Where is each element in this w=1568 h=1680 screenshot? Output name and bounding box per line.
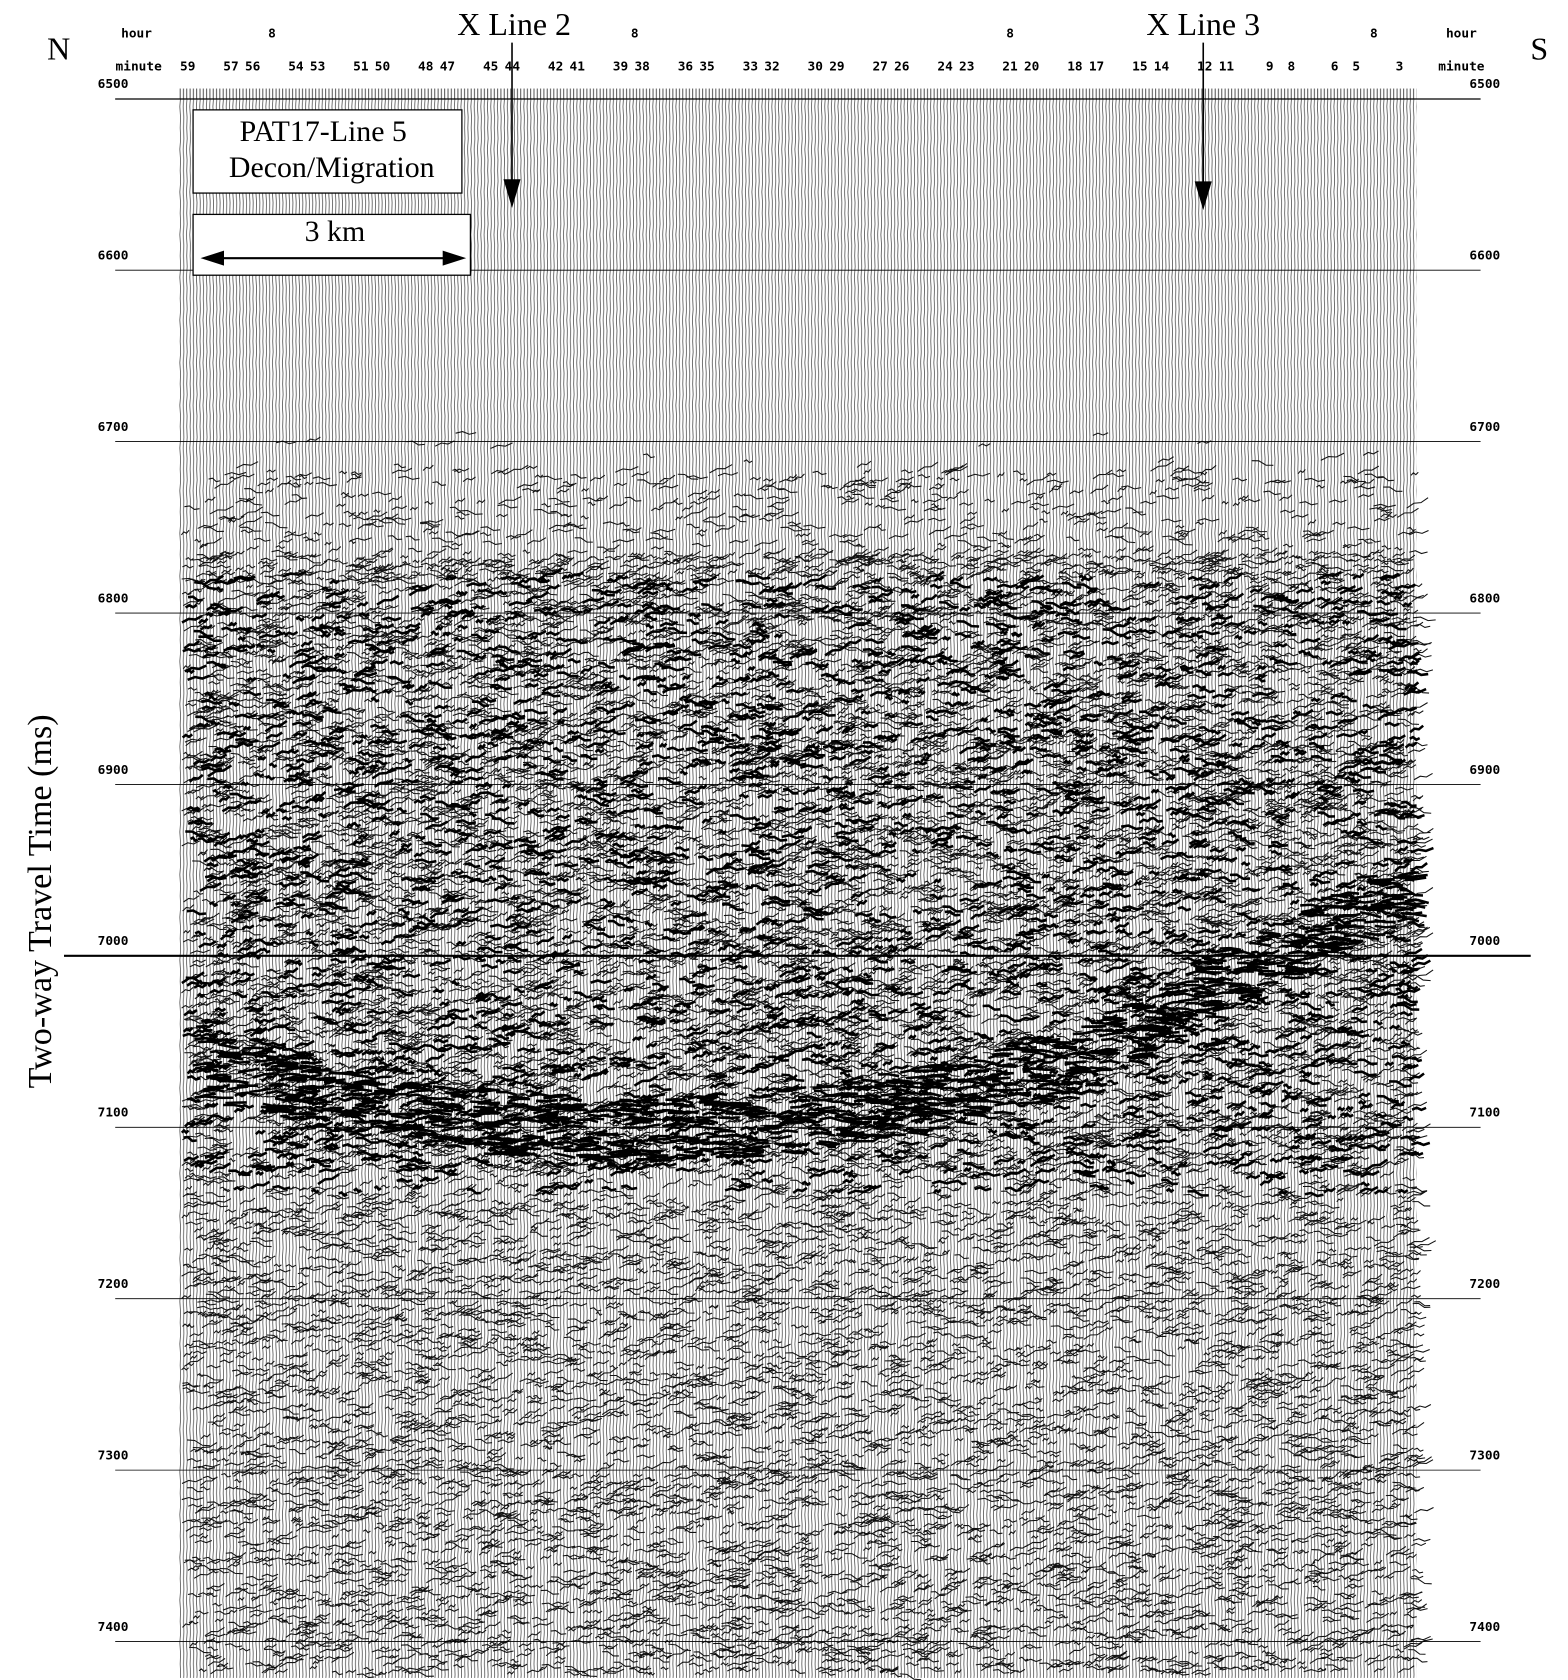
minute-mark: 50	[375, 59, 390, 74]
minute-label: minute	[1438, 59, 1485, 74]
minute-mark: 9	[1266, 59, 1274, 74]
arrow-head	[503, 179, 521, 209]
minute-mark: 6	[1331, 59, 1339, 74]
minute-mark: 5	[1352, 59, 1360, 74]
time-tick-label: 6600	[1469, 249, 1500, 264]
time-grid: 6500 6500 6600 6600 6700 6700 6800 6800 6900 6900…	[64, 77, 1531, 1642]
hour-mark: 8	[1370, 26, 1378, 41]
time-tick-label: 7200	[1469, 1277, 1500, 1292]
minute-mark: 48	[418, 59, 433, 74]
time-tick-label: 6500	[98, 77, 129, 92]
minute-mark: 8	[1287, 59, 1295, 74]
hour-label: hour	[121, 26, 152, 41]
minute-mark: 29	[829, 59, 844, 74]
time-tick-label: 7100	[98, 1106, 129, 1121]
minute-mark: 24	[937, 59, 953, 74]
minute-mark: 39	[613, 59, 628, 74]
arrow-head	[200, 250, 225, 266]
time-tick-label: 6600	[98, 249, 129, 264]
hour-mark: 8	[268, 26, 276, 41]
minute-mark: 57	[223, 59, 238, 74]
minute-mark: 35	[699, 59, 714, 74]
trace-tick-row	[179, 88, 1417, 100]
time-tick-label: 6700	[98, 420, 129, 435]
north-label: N	[47, 31, 70, 67]
minute-mark: 59	[180, 59, 195, 74]
hour-label: hour	[1446, 26, 1477, 41]
minute-mark: 33	[743, 59, 758, 74]
arrow-head	[1194, 181, 1212, 211]
minute-mark: 54	[288, 59, 304, 74]
hour-mark: 8	[1006, 26, 1014, 41]
time-tick-label: 7400	[1469, 1620, 1500, 1635]
hour-mark: 8	[631, 26, 639, 41]
time-tick-label: 6800	[98, 591, 129, 606]
y-axis-label: Two-way Travel Time (ms)	[22, 714, 59, 1088]
header-labels: 8888595756545351504847454442413938363533…	[180, 26, 1403, 74]
minute-mark: 53	[310, 59, 325, 74]
minute-mark: 32	[764, 59, 779, 74]
minute-mark: 47	[440, 59, 455, 74]
minute-mark: 56	[245, 59, 261, 74]
minute-mark: 20	[1024, 59, 1039, 74]
arrow-head	[442, 250, 467, 266]
time-tick-label: 6700	[1469, 420, 1500, 435]
minute-mark: 12	[1197, 59, 1212, 74]
time-tick-label: 6900	[1469, 763, 1500, 778]
scale-box	[192, 213, 472, 276]
crossline-label: X Line 2	[457, 6, 571, 42]
panel-title: PAT17-Line 5	[240, 115, 407, 148]
minute-mark: 3	[1396, 59, 1404, 74]
minute-mark: 26	[894, 59, 910, 74]
time-tick-label: 7100	[1469, 1106, 1500, 1121]
time-tick-label: 6800	[1469, 591, 1500, 606]
time-tick-label: 7300	[1469, 1448, 1500, 1463]
minute-mark: 14	[1154, 59, 1170, 74]
south-label: S	[1530, 31, 1548, 67]
crossline-label: X Line 3	[1146, 6, 1260, 42]
minute-mark: 30	[808, 59, 823, 74]
seismic-traces	[179, 99, 1417, 1678]
time-tick-label: 6500	[1469, 77, 1500, 92]
minute-mark: 42	[548, 59, 563, 74]
time-tick-label: 7200	[98, 1277, 129, 1292]
strong-reflectors	[180, 567, 1434, 1198]
panel-subtitle: Decon/Migration	[229, 151, 435, 184]
minute-mark: 15	[1132, 59, 1147, 74]
minute-mark: 11	[1219, 59, 1235, 74]
minute-mark: 36	[678, 59, 694, 74]
minute-mark: 17	[1089, 59, 1104, 74]
time-tick-label: 7400	[98, 1620, 129, 1635]
scale-label: 3 km	[305, 215, 366, 248]
minute-mark: 45	[483, 59, 498, 74]
minute-mark: 51	[353, 59, 369, 74]
minute-mark: 41	[570, 59, 586, 74]
time-tick-label: 7000	[98, 934, 129, 949]
minute-mark: 38	[634, 59, 649, 74]
minute-mark: 21	[1002, 59, 1018, 74]
time-tick-label: 7000	[1469, 934, 1500, 949]
minute-mark: 18	[1067, 59, 1082, 74]
time-tick-label: 7300	[98, 1448, 129, 1463]
time-tick-label: 6900	[98, 763, 129, 778]
minute-mark: 23	[959, 59, 974, 74]
minute-mark: 27	[872, 59, 887, 74]
title-box	[192, 109, 463, 194]
minute-label: minute	[116, 59, 163, 74]
